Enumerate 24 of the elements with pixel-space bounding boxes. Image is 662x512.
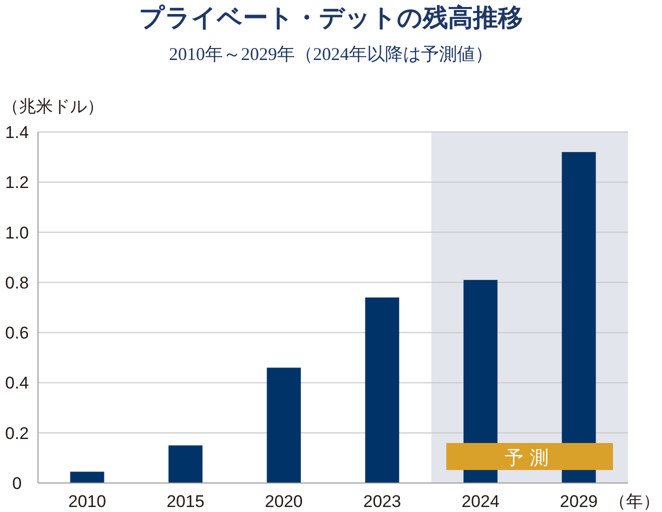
- y-axis-title: （兆米ドル）: [2, 97, 104, 116]
- bar: [168, 445, 202, 483]
- x-tick-label: 2015: [166, 492, 204, 511]
- band-label: 予測: [504, 448, 555, 469]
- y-tick-label: 1.2: [5, 173, 29, 192]
- chart-subtitle: 2010年～2029年（2024年以降は予測値）: [169, 44, 493, 64]
- y-tick-label: 1.0: [5, 223, 29, 242]
- chart-title: プライベート・デットの残高推移: [139, 4, 523, 32]
- x-tick-label: 2010: [68, 492, 106, 511]
- x-axis-title: （年）: [609, 492, 660, 511]
- x-tick-label: 2020: [264, 492, 303, 511]
- y-tick-label: 0.8: [5, 273, 29, 292]
- x-tick-label: 2029: [560, 492, 598, 511]
- y-tick-label: 0.4: [5, 374, 29, 393]
- bar: [365, 297, 400, 483]
- bar: [562, 152, 596, 483]
- y-tick-label: 0: [12, 474, 22, 493]
- x-tick-label: 2024: [462, 492, 500, 511]
- y-tick-label: 1.4: [5, 123, 29, 142]
- y-tick-label: 0.6: [5, 324, 29, 343]
- x-tick-label: 2023: [363, 492, 402, 511]
- bar: [266, 368, 301, 483]
- y-tick-label: 0.2: [5, 424, 29, 443]
- bar: [70, 472, 104, 483]
